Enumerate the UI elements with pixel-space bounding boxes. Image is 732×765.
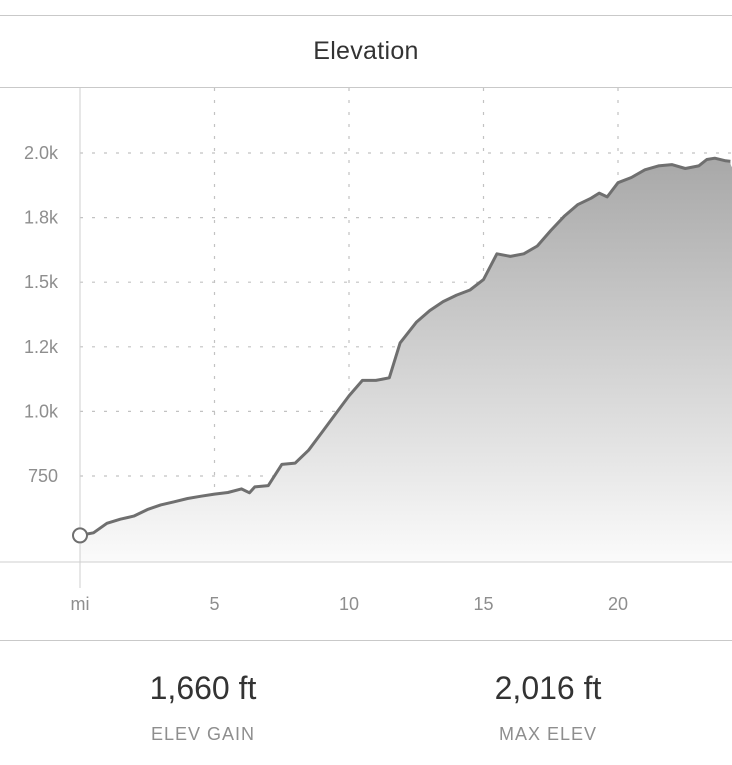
stats-divider: [0, 640, 732, 641]
axes: [0, 88, 732, 588]
y-tick-label: 2.0k: [24, 143, 59, 163]
y-tick-label: 1.0k: [24, 401, 59, 421]
y-tick-label: 1.8k: [24, 208, 59, 228]
max-elev-value: 2,016 ft: [494, 670, 602, 706]
max-elev-stat: 2,016 ft MAX ELEV: [398, 668, 698, 746]
elev-gain-label: ELEV GAIN: [150, 724, 256, 744]
elevation-line: [78, 156, 732, 537]
elev-gain-stat: 1,660 ft ELEV GAIN: [53, 668, 353, 746]
header: Elevation: [0, 15, 732, 87]
x-tick-label: mi: [71, 594, 90, 614]
y-axis-ticks: 750 1.0k 1.2k 1.5k 1.8k 2.0k: [24, 143, 59, 486]
stats-panel: 1,660 ft ELEV GAIN 2,016 ft MAX ELEV: [0, 642, 732, 765]
x-tick-label: 10: [339, 594, 359, 614]
x-tick-label: 20: [608, 594, 628, 614]
x-tick-label: 5: [209, 594, 219, 614]
elev-gain-value: 1,660 ft: [149, 670, 257, 706]
y-tick-label: 1.2k: [24, 337, 59, 357]
y-tick-label: 750: [28, 466, 58, 486]
x-tick-label: 15: [473, 594, 493, 614]
elevation-area: [80, 158, 732, 562]
page-title: Elevation: [313, 36, 419, 65]
elevation-chart: 750 1.0k 1.2k 1.5k 1.8k 2.0k mi 5 10 15 20: [0, 88, 732, 614]
header-divider: [0, 87, 732, 88]
top-divider: [0, 15, 732, 16]
x-axis-ticks: mi 5 10 15 20: [71, 594, 629, 614]
max-elev-label: MAX ELEV: [498, 724, 598, 744]
start-marker: [72, 527, 88, 544]
y-tick-label: 1.5k: [24, 272, 59, 292]
